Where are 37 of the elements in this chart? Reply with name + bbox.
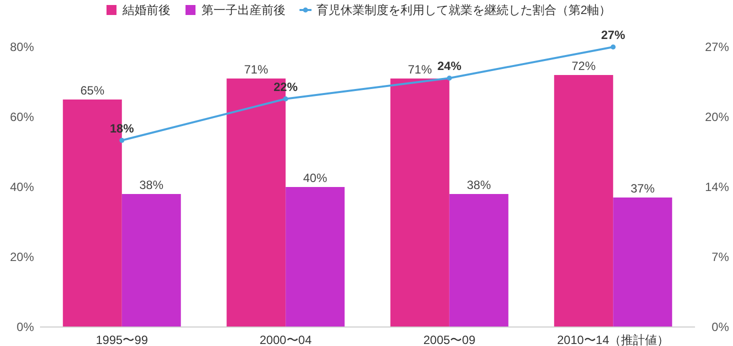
point [119,138,124,143]
y2-tick-label: 20% [704,110,730,124]
x-tick-label: 2005〜09 [423,333,476,346]
data-label: 71% [244,62,268,76]
legend-label: 育児休業制度を利用して就業を継続した割合（第2軸） [316,3,612,17]
legend-label: 結婚前後 [122,3,170,17]
y2-tick-label: 0% [712,320,730,334]
bar [554,75,614,327]
bar [286,187,345,327]
data-label: 38% [139,178,164,192]
data-label: 38% [466,178,492,192]
bar [613,198,672,327]
data-label: 37% [630,182,655,196]
data-label: 40% [303,171,328,185]
data-label: 65% [80,84,105,98]
data-label: 24% [437,59,462,74]
legend-label: 第一子出産前後 [202,3,286,17]
y2-tick-label: 7% [712,250,730,264]
y2-tick-label: 27% [704,40,730,54]
x-tick-label: 1995〜99 [96,333,148,346]
x-tick-label: 2010〜14（推計値） [557,333,670,346]
data-label: 71% [408,62,432,76]
y-tick-label: 20% [10,250,34,264]
y2-tick-label: 14% [704,180,730,194]
data-label: 27% [601,28,626,42]
point [446,76,452,81]
y-tick-label: 40% [10,180,34,194]
data-label: 72% [572,59,596,73]
point [283,96,288,102]
point [610,44,616,50]
x-tick-label: 2000〜04 [260,333,312,346]
bar [390,78,450,327]
y-tick-label: 80% [10,40,34,54]
y-tick-label: 0% [16,320,34,334]
y-tick-label: 60% [10,110,34,124]
bar [449,194,508,327]
bar [122,194,181,327]
